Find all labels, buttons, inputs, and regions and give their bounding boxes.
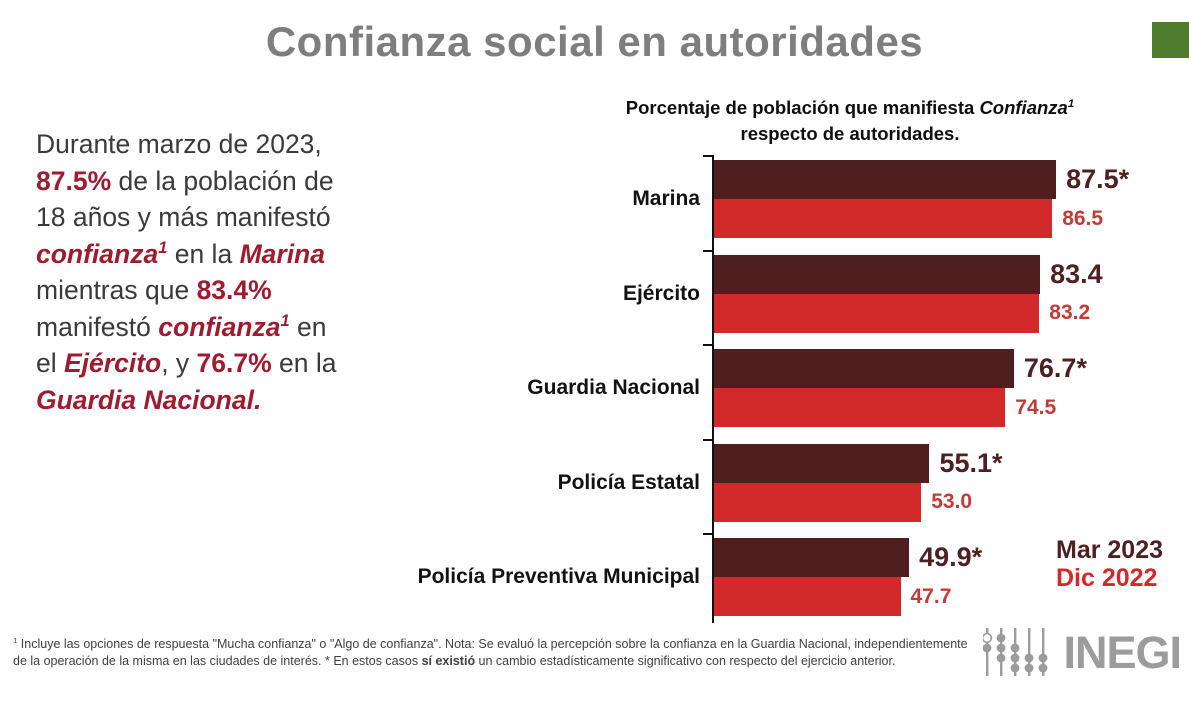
barline-dic-2022: 74.5 <box>714 388 1105 427</box>
accent-square <box>1152 22 1189 58</box>
bar-dic-2022 <box>714 293 1040 333</box>
slide-title: Confianza social en autoridades <box>265 18 924 65</box>
chart-subtitle: Porcentaje de población que manifiesta C… <box>625 97 1075 144</box>
value-label-mar-2023: 49.9* <box>919 542 983 572</box>
footnote: 1 Incluye las opciones de respuesta "Muc… <box>13 635 968 668</box>
value-label-dic-2022: 47.7 <box>910 584 952 608</box>
chart-axis <box>712 155 714 623</box>
barline-mar-2023: 49.9* <box>714 538 1105 577</box>
axis-tick <box>703 438 713 441</box>
axis-tick <box>703 533 713 535</box>
chart-row: Marina 87.5* 86.5 <box>632 160 1129 238</box>
inegi-logo-text: INEGI <box>1063 626 1182 678</box>
axis-tick <box>703 155 713 157</box>
bar-mar-2023 <box>714 254 1041 294</box>
value-label-mar-2023: 87.5* <box>1066 164 1130 194</box>
legend-item-mar-2023: Mar 2023 <box>1056 536 1164 564</box>
bar-mar-2023 <box>714 160 1057 199</box>
value-label-dic-2022: 83.2 <box>1049 301 1091 324</box>
barline-dic-2022: 86.5 <box>714 199 1105 238</box>
barline-dic-2022: 83.2 <box>714 293 1105 333</box>
value-label-mar-2023: 76.7* <box>1023 353 1087 383</box>
barline-mar-2023: 76.7* <box>714 349 1105 388</box>
chart-row: Ejército 83.4 83.2 <box>623 254 1105 333</box>
category-label: Guardia Nacional <box>527 376 700 399</box>
bar-mar-2023 <box>714 443 930 483</box>
inegi-abacus-icon <box>983 628 1048 676</box>
value-label-dic-2022: 86.5 <box>1062 206 1104 230</box>
bar-dic-2022 <box>714 482 922 522</box>
barline-mar-2023: 83.4 <box>714 254 1105 294</box>
value-label-dic-2022: 74.5 <box>1015 395 1057 419</box>
inegi-logo: INEGI <box>983 626 1182 678</box>
legend: Mar 2023 Dic 2022 <box>1056 536 1163 592</box>
bar-mar-2023 <box>714 349 1014 388</box>
intro-paragraph: Durante marzo de 2023, 87.5% de la poblac… <box>36 129 337 415</box>
chart-row: Policía Preventiva Municipal 49.9* 47.7 <box>418 538 1105 616</box>
bar-dic-2022 <box>714 199 1053 238</box>
category-label: Marina <box>632 187 700 210</box>
category-label: Policía Preventiva Municipal <box>417 565 700 588</box>
bar-dic-2022 <box>714 577 901 616</box>
category-label: Policía Estatal <box>557 470 700 494</box>
value-label-mar-2023: 83.4 <box>1050 258 1103 289</box>
barline-mar-2023: 87.5* <box>714 160 1129 199</box>
value-label-dic-2022: 53.0 <box>931 490 973 513</box>
chart-row: Guardia Nacional 76.7* 74.5 <box>527 349 1105 427</box>
barline-mar-2023: 55.1* <box>714 443 1105 483</box>
barline-dic-2022: 53.0 <box>714 482 1105 522</box>
bar-mar-2023 <box>714 538 910 577</box>
bar-dic-2022 <box>714 388 1006 427</box>
value-label-mar-2023: 55.1* <box>939 447 1003 478</box>
bar-chart: Marina 87.5* 86.5 Ejército 83.4 83.2 Guardia N… <box>418 160 1129 633</box>
axis-tick <box>703 249 713 252</box>
category-label: Ejército <box>622 281 700 305</box>
barline-dic-2022: 47.7 <box>714 577 1105 616</box>
legend-item-dic-2022: Dic 2022 <box>1056 564 1158 592</box>
chart-row: Policía Estatal 55.1* 53.0 <box>558 443 1105 522</box>
axis-tick <box>703 344 713 346</box>
